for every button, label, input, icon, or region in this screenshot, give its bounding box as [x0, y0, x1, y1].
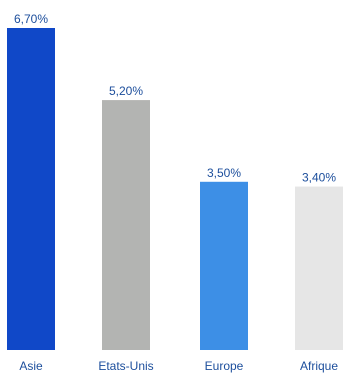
category-label: Afrique	[300, 359, 338, 373]
bars-group	[7, 28, 343, 350]
category-label: Asie	[19, 359, 43, 373]
category-labels-group: Asie Etats-Unis Europe Afrique	[19, 359, 338, 373]
bar-asie	[7, 28, 55, 350]
category-label: Etats-Unis	[98, 359, 153, 373]
value-label: 5,20%	[109, 84, 143, 98]
value-label: 6,70%	[14, 12, 48, 26]
bar-afrique	[295, 186, 343, 350]
bar-etats-unis	[102, 100, 150, 350]
value-labels-group: 6,70% 5,20% 3,50% 3,40%	[14, 12, 336, 185]
value-label: 3,50%	[207, 166, 241, 180]
value-label: 3,40%	[302, 171, 336, 185]
bar-europe	[200, 181, 248, 350]
category-label: Europe	[205, 359, 244, 373]
